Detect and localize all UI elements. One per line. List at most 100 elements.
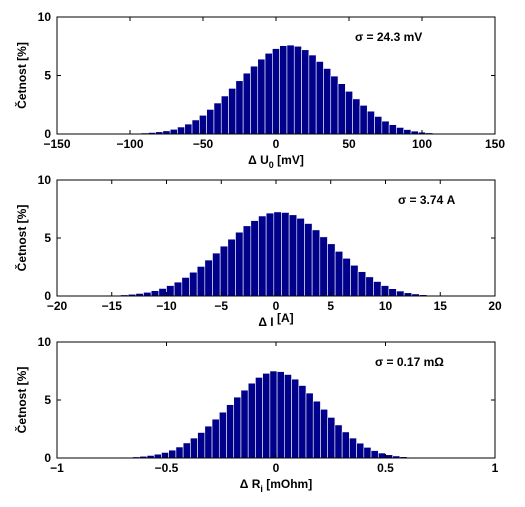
histogram-bar	[181, 277, 190, 297]
histogram-bar	[365, 276, 374, 297]
histogram-bar	[158, 288, 167, 297]
x-axis-label-subscript: i	[260, 484, 263, 494]
histogram-bar	[396, 290, 405, 297]
histogram-bar	[334, 251, 344, 297]
histogram-bar	[190, 437, 198, 459]
histogram-bar	[272, 48, 280, 135]
x-tick-label: 20	[488, 299, 502, 313]
x-axis-label-main: Δ U	[248, 153, 269, 167]
x-tick-label: 5	[327, 299, 334, 313]
histogram-bar	[173, 281, 183, 297]
x-tick-label: 0	[273, 137, 280, 151]
x-tick-label: 0.5	[377, 461, 394, 475]
histogram-bar	[320, 408, 328, 459]
histogram-bar	[247, 382, 256, 459]
histogram-bar	[197, 432, 206, 459]
histogram-bar	[327, 243, 336, 297]
x-tick-label: −15	[102, 299, 123, 313]
y-axis-label: Četnost [%]	[14, 42, 29, 109]
histogram-bar	[220, 95, 229, 135]
histogram-bar	[276, 371, 285, 459]
x-tick-label: 10	[379, 299, 393, 313]
y-tick-label: 5	[44, 231, 51, 245]
x-tick-label: −0.5	[155, 461, 179, 475]
bar-group	[89, 211, 459, 297]
histogram-bar	[206, 109, 215, 135]
y-tick-label: 10	[38, 173, 52, 187]
y-tick-group: 0 5 10	[38, 10, 495, 141]
histogram-bar	[352, 98, 361, 135]
x-axis-label-unit: [mOhm]	[263, 477, 312, 491]
histogram-bar	[169, 129, 178, 135]
histogram-bar	[196, 266, 206, 297]
histogram-bar	[301, 49, 310, 135]
histogram-bar	[374, 116, 383, 135]
histogram-bar	[350, 264, 359, 297]
x-axis-label-unit: [A]	[274, 311, 294, 325]
sigma-annotation: σ = 3.74 A	[398, 193, 456, 207]
histogram-bar	[235, 80, 244, 135]
histogram-panel-resistance: −1 −0.5 0 0.5 1 0 5 10 Δ Ri [mOhm] Četnost [%]…	[14, 335, 499, 494]
y-tick-label: 0	[44, 451, 51, 465]
histogram-bar	[255, 377, 263, 459]
y-tick-group: 0 5 10	[38, 173, 495, 303]
histogram-bar	[219, 245, 229, 297]
histogram-bar	[345, 90, 353, 135]
histogram-bar	[227, 238, 236, 297]
y-tick-label: 5	[44, 393, 51, 407]
x-axis-label-subscript: 0	[269, 160, 274, 170]
histogram-bar	[150, 290, 160, 297]
x-tick-label: 15	[434, 299, 448, 313]
histogram-bar	[304, 223, 313, 297]
x-tick-label: −100	[116, 137, 143, 151]
histogram-bar	[288, 214, 298, 297]
x-axis-label-main: Δ I	[258, 315, 273, 329]
histogram-bar	[184, 123, 193, 135]
histogram-bar	[250, 65, 259, 135]
histogram-bar	[337, 83, 346, 135]
histogram-bar	[250, 220, 259, 297]
histogram-bar	[370, 450, 379, 459]
histogram-bar	[204, 425, 213, 459]
y-axis-label: Četnost [%]	[14, 367, 29, 434]
histogram-bar	[396, 127, 405, 135]
histogram-bar	[342, 257, 351, 297]
histogram-bar	[211, 418, 220, 459]
histogram-bar	[258, 215, 267, 297]
histogram-bar	[233, 396, 242, 459]
x-axis-label: Δ Ri [mOhm]	[240, 477, 312, 494]
histogram-bar	[168, 449, 177, 459]
y-tick-label: 10	[38, 335, 52, 349]
x-tick-label: −1	[50, 461, 64, 475]
histogram-bar	[143, 291, 152, 297]
x-tick-label: 0	[273, 461, 280, 475]
histogram-bar	[177, 126, 186, 135]
y-tick-label: 10	[38, 10, 52, 24]
x-tick-group: −20 −15 −10 −5 0 5 10 15 20	[47, 180, 502, 313]
histogram-bar	[330, 75, 339, 135]
histogram-bar	[182, 442, 191, 459]
y-tick-label: 0	[44, 127, 51, 141]
y-tick-group: 0 5 10	[38, 335, 495, 465]
histogram-bar	[377, 452, 386, 459]
histogram-bar	[381, 120, 390, 135]
x-tick-label: 0	[273, 299, 280, 313]
histogram-bar	[357, 271, 367, 297]
histogram-bar	[349, 437, 357, 459]
histogram-bar	[218, 411, 227, 459]
histogram-bar	[281, 212, 290, 297]
x-tick-label: 1	[492, 461, 499, 475]
histogram-bar	[305, 392, 314, 459]
histogram-bar	[257, 58, 266, 135]
y-tick-label: 5	[44, 69, 51, 83]
x-axis-label-main: Δ R	[240, 477, 261, 491]
histogram-bar	[359, 105, 368, 135]
x-axis-label: Δ U0 [mV]	[248, 153, 304, 170]
x-tick-label: 50	[342, 137, 356, 151]
x-tick-label: −5	[214, 299, 228, 313]
histogram-bar	[273, 211, 282, 297]
histogram-bar	[153, 453, 162, 459]
x-tick-label: −20	[47, 299, 68, 313]
